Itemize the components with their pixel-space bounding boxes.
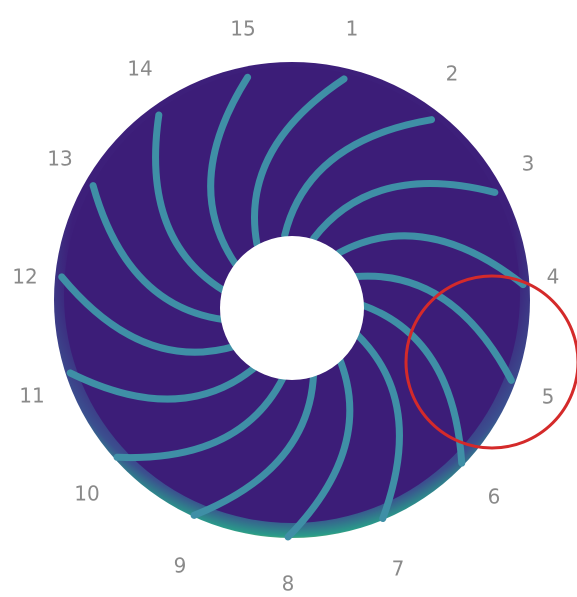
position-label: 12: [12, 265, 37, 289]
position-label: 7: [392, 557, 405, 581]
blade: [152, 111, 228, 294]
position-label: 1: [346, 17, 359, 41]
blade: [310, 180, 499, 242]
blade: [207, 73, 252, 268]
position-label: 15: [230, 17, 255, 41]
blade: [66, 362, 261, 403]
blade: [281, 116, 436, 239]
blades: [58, 73, 527, 541]
blade: [352, 272, 515, 384]
position-label: 9: [174, 554, 187, 578]
position-label: 6: [488, 485, 501, 509]
position-label: 11: [19, 384, 44, 408]
blade: [89, 182, 228, 324]
position-labels: 15 1 2 3 4 5 6 7 8 9 10 11 12 13 14: [12, 17, 559, 596]
blade: [284, 353, 354, 541]
position-label: 10: [74, 482, 99, 506]
blade: [58, 273, 239, 356]
hub-hole: [220, 236, 364, 380]
blade: [251, 75, 348, 248]
position-label: 3: [522, 152, 535, 176]
position-label: 5: [542, 385, 555, 409]
blade: [352, 329, 403, 523]
blade: [190, 368, 318, 519]
position-label: 13: [47, 147, 72, 171]
position-label: 4: [547, 265, 560, 289]
position-label: 14: [127, 57, 152, 81]
highlight-circle: [404, 274, 577, 450]
position-label: 2: [446, 62, 459, 86]
blade: [358, 301, 466, 467]
blade: [113, 371, 289, 462]
position-label: 8: [282, 572, 295, 596]
blade: [335, 232, 527, 289]
